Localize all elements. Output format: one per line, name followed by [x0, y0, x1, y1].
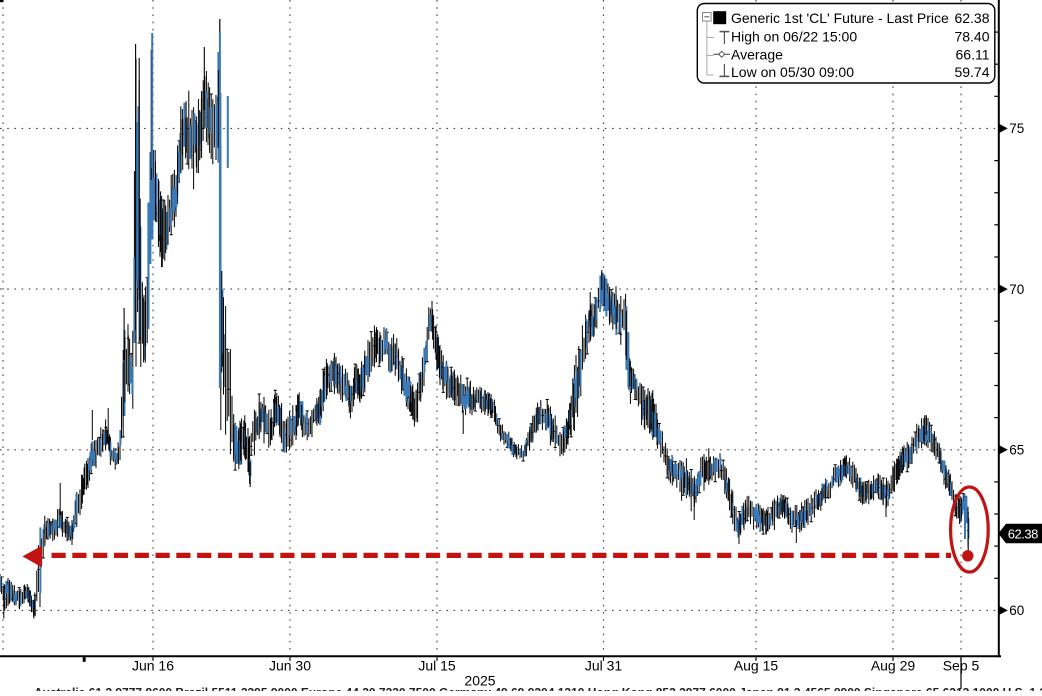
svg-text:Jul 31: Jul 31	[585, 658, 623, 674]
svg-text:75: 75	[1009, 121, 1024, 136]
svg-text:Australia 61 2 9777 8600 Brazi: Australia 61 2 9777 8600 Brazil 5511 239…	[34, 686, 1042, 692]
svg-text:Jul 15: Jul 15	[418, 658, 456, 674]
svg-text:Aug 29: Aug 29	[871, 658, 916, 674]
svg-text:66.11: 66.11	[956, 47, 990, 63]
svg-text:2025: 2025	[464, 673, 495, 689]
svg-text:Low on 05/30 09:00: Low on 05/30 09:00	[731, 64, 854, 80]
svg-text:Jun 16: Jun 16	[132, 658, 174, 674]
svg-text:60: 60	[1009, 603, 1024, 618]
svg-text:78.40: 78.40	[954, 29, 989, 45]
svg-text:Generic 1st 'CL' Future - Last: Generic 1st 'CL' Future - Last Price	[731, 10, 949, 26]
svg-text:Jun 30: Jun 30	[269, 658, 311, 674]
svg-text:62.38: 62.38	[954, 10, 989, 26]
svg-text:70: 70	[1009, 282, 1024, 297]
svg-text:Average: Average	[731, 47, 783, 63]
svg-text:65: 65	[1009, 443, 1024, 458]
svg-text:59.74: 59.74	[954, 64, 989, 80]
svg-text:62.38: 62.38	[1008, 526, 1039, 541]
svg-text:High on 06/22 15:00: High on 06/22 15:00	[731, 29, 857, 45]
svg-text:Aug 15: Aug 15	[734, 658, 779, 674]
